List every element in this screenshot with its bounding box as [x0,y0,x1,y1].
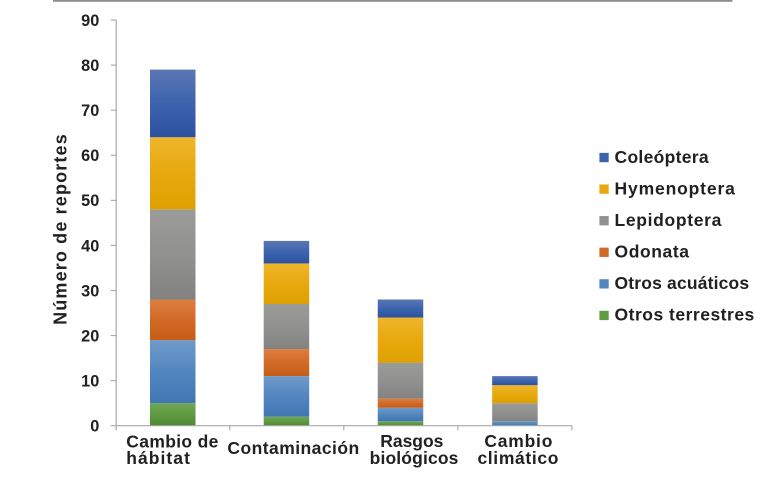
svg-text:hábitat: hábitat [126,448,191,468]
svg-text:Lepidoptera: Lepidoptera [615,210,723,230]
svg-text:20: 20 [81,327,99,345]
svg-text:90: 90 [81,12,99,30]
svg-text:0: 0 [90,418,99,436]
svg-text:Odonata: Odonata [615,242,690,262]
svg-text:Contaminación: Contaminación [227,438,359,458]
svg-text:climático: climático [477,448,559,468]
svg-text:Otros acuáticos: Otros acuáticos [615,273,750,293]
svg-text:50: 50 [81,192,99,210]
svg-text:Otros terrestres: Otros terrestres [615,305,755,325]
svg-text:Hymenoptera: Hymenoptera [615,178,736,198]
svg-text:biológicos: biológicos [370,448,459,468]
svg-text:10: 10 [81,372,99,390]
svg-text:Rasgos: Rasgos [380,431,443,451]
svg-text:80: 80 [81,57,99,75]
svg-text:60: 60 [81,147,99,165]
svg-text:40: 40 [81,237,99,255]
svg-text:Cambio de: Cambio de [126,432,218,452]
svg-text:Número de reportes: Número de reportes [51,133,71,325]
svg-text:30: 30 [81,282,99,300]
svg-text:70: 70 [81,102,99,120]
svg-text:Coleóptera: Coleóptera [615,147,709,167]
svg-text:Cambio: Cambio [484,431,553,451]
